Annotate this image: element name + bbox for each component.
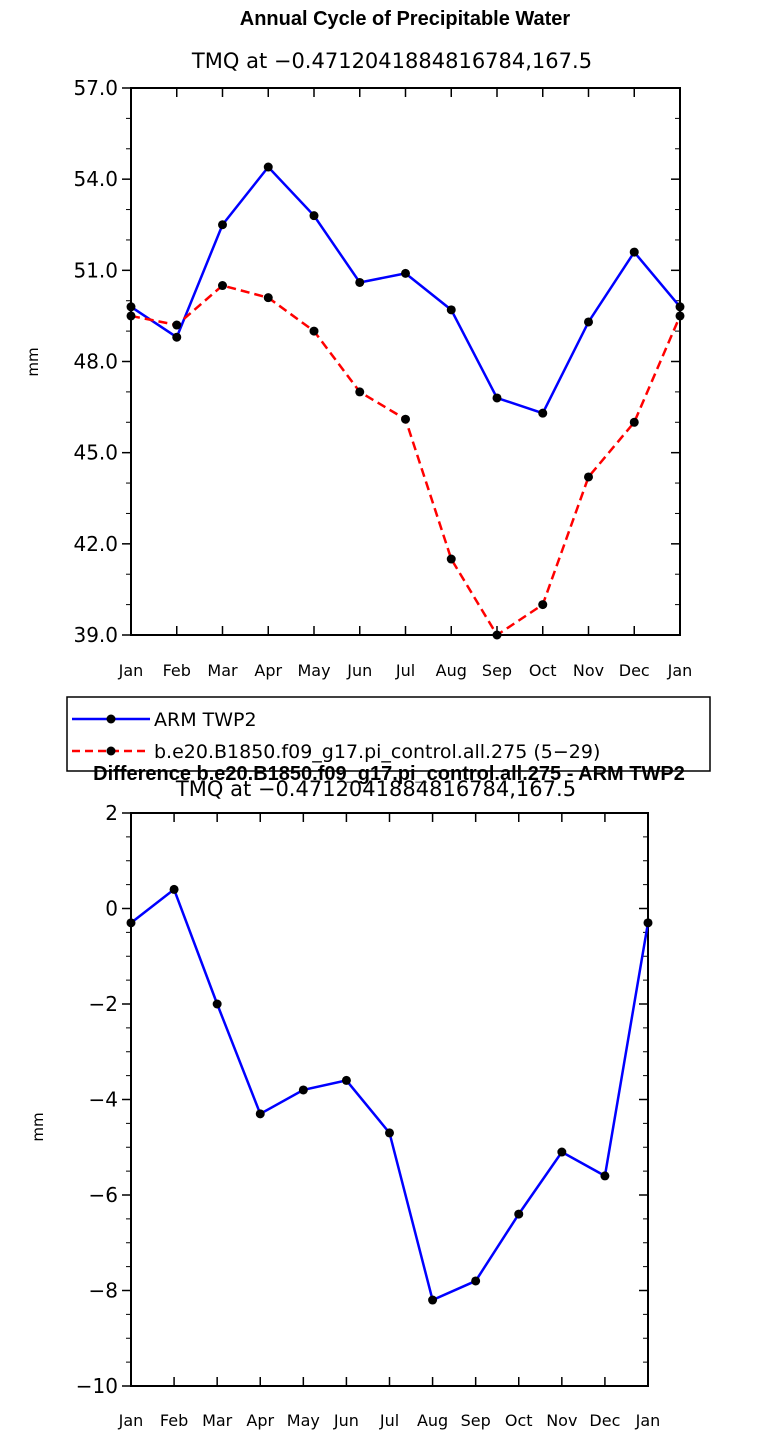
x-tick-label: Apr <box>254 661 282 680</box>
series-line-1 <box>130 284 682 637</box>
x-tick-label: Jul <box>395 661 415 680</box>
legend-label-model: b.e20.B1850.f09_g17.pi_control.all.275 (… <box>154 741 600 763</box>
data-point <box>675 302 685 312</box>
legend-marker-model <box>106 746 116 756</box>
data-point <box>492 393 502 403</box>
legend-marker-arm <box>106 714 116 724</box>
y-tick-label: 51.0 <box>73 258 118 282</box>
x-tick-label: Jan <box>118 661 144 680</box>
x-tick-label: Dec <box>589 1411 620 1430</box>
legend: ARM TWP2 b.e20.B1850.f09_g17.pi_control.… <box>66 696 711 772</box>
y-tick-label: 39.0 <box>73 623 118 647</box>
data-point <box>255 1109 265 1119</box>
data-point <box>514 1209 524 1219</box>
y-tick-label: 45.0 <box>73 441 118 465</box>
data-point <box>600 1171 610 1181</box>
y-tick-label: 2 <box>105 801 118 825</box>
x-tick-label: May <box>287 1411 320 1430</box>
chart-title: Annual Cycle of Precipitable Water <box>240 8 571 30</box>
data-point <box>385 1128 394 1138</box>
data-point <box>629 247 639 257</box>
data-point <box>471 1276 481 1286</box>
x-tick-label: Dec <box>619 661 650 680</box>
x-tick-label: Jun <box>346 661 372 680</box>
y-axis-label: mm <box>29 1112 47 1141</box>
y-tick-label: 57.0 <box>73 76 118 100</box>
x-tick-label: Mar <box>207 661 238 680</box>
data-point <box>172 320 182 330</box>
x-tick-label: Jun <box>333 1411 359 1430</box>
data-point <box>355 277 365 287</box>
data-point <box>169 884 179 894</box>
data-point <box>355 387 365 397</box>
data-point <box>401 268 410 278</box>
data-point <box>675 311 685 321</box>
x-tick-label: Aug <box>436 661 467 680</box>
difference-chart: Difference b.e20.B1850.f09_g17.pi_contro… <box>29 763 685 1430</box>
data-point <box>557 1147 567 1157</box>
data-point <box>584 317 593 327</box>
y-tick-label: 48.0 <box>73 350 118 374</box>
x-tick-label: Mar <box>202 1411 233 1430</box>
x-tick-label: Nov <box>546 1411 577 1430</box>
x-tick-label: Sep <box>461 1411 491 1430</box>
chart-title: Difference b.e20.B1850.f09_g17.pi_contro… <box>93 763 685 785</box>
data-point <box>446 554 456 564</box>
data-point <box>629 417 639 427</box>
x-tick-label: Aug <box>417 1411 448 1430</box>
x-tick-label: Sep <box>482 661 512 680</box>
y-tick-label: −8 <box>89 1279 118 1303</box>
x-tick-label: Feb <box>160 1411 188 1430</box>
data-point <box>126 918 136 928</box>
data-point <box>298 1085 308 1095</box>
x-tick-label: Oct <box>505 1411 533 1430</box>
data-point <box>309 326 319 336</box>
data-point <box>126 311 136 321</box>
x-tick-label: May <box>297 661 330 680</box>
series-line-0 <box>130 165 681 415</box>
x-tick-label: Jan <box>118 1411 144 1430</box>
data-point <box>126 302 136 312</box>
x-tick-label: Jul <box>379 1411 399 1430</box>
x-tick-label: Feb <box>163 661 191 680</box>
plot-frame <box>130 87 681 636</box>
series-line-0 <box>130 887 650 1302</box>
y-tick-label: −2 <box>89 992 118 1016</box>
data-point <box>428 1295 438 1305</box>
x-tick-label: Nov <box>573 661 604 680</box>
y-tick-label: 42.0 <box>73 532 118 556</box>
chart-subtitle: TMQ at −0.4712041884816784,167.5 <box>175 777 576 801</box>
x-tick-label: Apr <box>246 1411 274 1430</box>
y-tick-label: 0 <box>105 897 118 921</box>
data-point <box>341 1075 351 1085</box>
chart-subtitle: TMQ at −0.4712041884816784,167.5 <box>191 49 592 73</box>
data-point <box>218 281 227 291</box>
legend-label-arm: ARM TWP2 <box>154 709 257 731</box>
y-axis-label: mm <box>24 347 42 376</box>
data-point <box>263 162 273 172</box>
data-point <box>172 332 182 342</box>
data-point <box>492 630 502 640</box>
data-point <box>218 220 227 230</box>
data-point <box>538 408 548 418</box>
plot-frame <box>130 812 649 1387</box>
data-point <box>584 472 593 482</box>
y-tick-label: −4 <box>89 1088 118 1112</box>
y-tick-label: 54.0 <box>73 167 118 191</box>
annual-cycle-chart: Annual Cycle of Precipitable Water TMQ a… <box>24 8 692 680</box>
x-tick-label: Jan <box>667 661 693 680</box>
data-point <box>309 211 319 221</box>
x-tick-label: Oct <box>529 661 557 680</box>
data-point <box>212 999 222 1009</box>
x-tick-label: Jan <box>635 1411 661 1430</box>
legend-box <box>66 696 711 772</box>
y-tick-label: −6 <box>89 1183 118 1207</box>
data-point <box>401 414 410 424</box>
data-point <box>263 293 273 303</box>
data-point <box>538 600 548 610</box>
y-tick-label: −10 <box>76 1374 118 1398</box>
data-point <box>643 918 653 928</box>
data-point <box>446 305 456 315</box>
